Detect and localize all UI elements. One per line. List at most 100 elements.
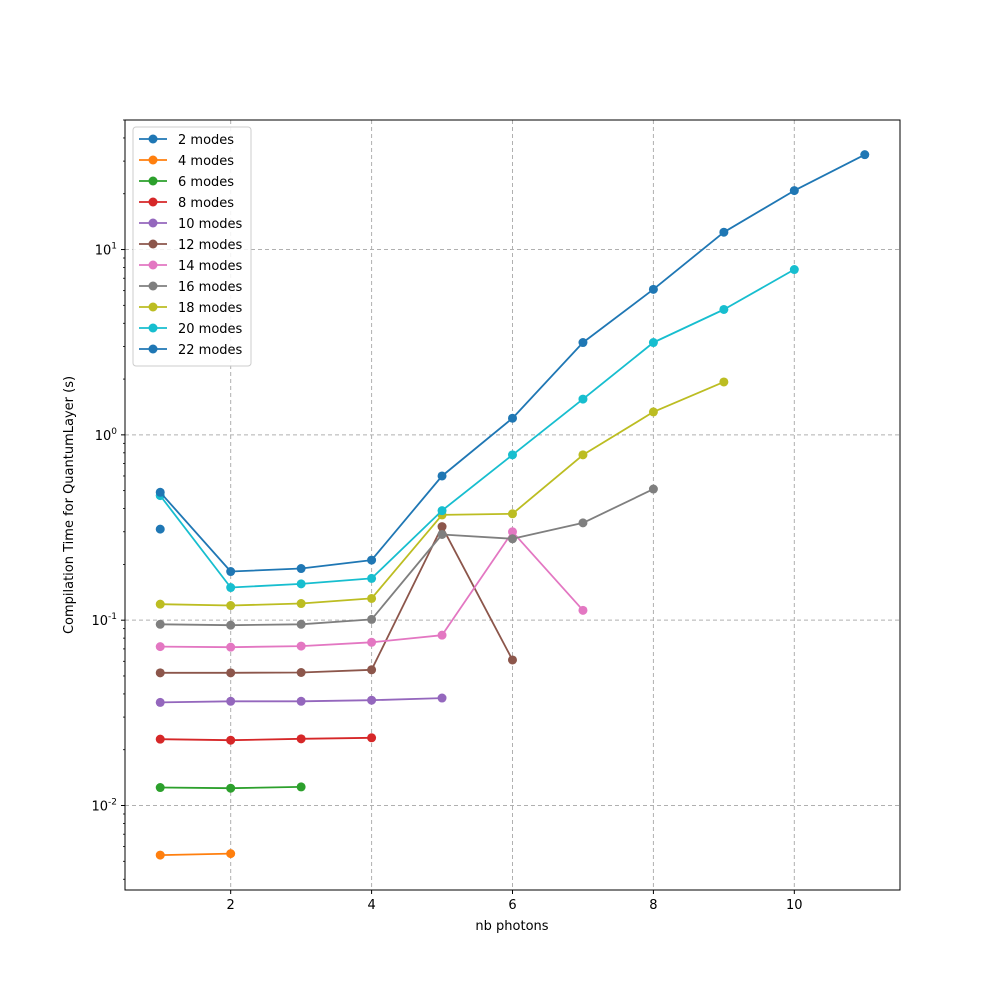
data-point-22-modes (789, 186, 799, 196)
data-point-6-modes (226, 783, 236, 793)
legend-label: 6 modes (178, 175, 234, 190)
data-point-22-modes (508, 413, 517, 423)
legend-item: 2 modes (139, 133, 234, 148)
data-point-2-modes (155, 524, 165, 534)
legend-label: 20 modes (178, 322, 243, 337)
legend-item: 10 modes (139, 217, 243, 232)
data-point-22-modes (367, 555, 377, 565)
x-tick-label: 8 (649, 898, 657, 913)
data-point-22-modes (648, 284, 658, 294)
data-point-20-modes (508, 450, 517, 460)
data-point-22-modes (296, 564, 306, 574)
legend: 2 modes 4 modes 6 modes 8 modes 10 modes 12 m… (132, 126, 252, 367)
x-tick-label: 6 (508, 898, 516, 913)
x-tick-label: 10 (786, 898, 803, 913)
series-line-12-modes (160, 525, 514, 674)
legend-label: 8 modes (178, 196, 234, 211)
data-point-20-modes (648, 338, 658, 348)
series-10-modes (155, 693, 447, 707)
data-point-16-modes (226, 620, 236, 630)
data-point-16-modes (508, 534, 517, 544)
data-point-18-modes (578, 450, 588, 460)
data-point-16-modes (296, 619, 306, 629)
data-point-20-modes (578, 394, 588, 404)
series-22-modes (155, 150, 870, 577)
legend-marker (148, 176, 158, 186)
data-point-16-modes (437, 529, 447, 539)
legend-label: 14 modes (178, 259, 243, 274)
data-point-6-modes (155, 783, 165, 793)
data-point-12-modes (226, 668, 236, 678)
legend-item: 8 modes (139, 196, 234, 211)
y-tick-label: 10-2 (91, 798, 117, 815)
data-point-14-modes (155, 642, 165, 652)
data-point-16-modes (578, 518, 588, 528)
data-point-20-modes (296, 579, 306, 589)
data-point-22-modes (578, 338, 588, 348)
data-point-18-modes (648, 407, 658, 417)
data-point-16-modes (367, 614, 377, 624)
legend-label: 22 modes (178, 343, 243, 358)
data-point-20-modes (437, 506, 447, 516)
data-point-14-modes (508, 527, 517, 537)
x-tick-label: 4 (367, 898, 375, 913)
legend-marker (148, 155, 158, 165)
data-point-22-modes (437, 471, 447, 481)
legend-label: 2 modes (178, 133, 234, 148)
series-6-modes (155, 782, 306, 793)
legend-label: 12 modes (178, 238, 243, 253)
data-point-6-modes (296, 782, 306, 792)
data-point-12-modes (367, 665, 377, 675)
data-point-22-modes (719, 227, 729, 237)
data-point-8-modes (367, 733, 377, 743)
x-tick-label: 2 (227, 898, 235, 913)
data-point-12-modes (296, 668, 306, 678)
data-point-10-modes (367, 695, 377, 705)
data-point-22-modes (155, 487, 165, 497)
series-8-modes (155, 733, 377, 745)
data-point-18-modes (155, 599, 165, 609)
y-tick-label: 101 (95, 242, 117, 259)
legend-marker (148, 197, 158, 207)
data-point-10-modes (437, 693, 447, 703)
legend-item: 16 modes (139, 280, 243, 295)
legend-item: 22 modes (139, 343, 243, 358)
data-point-10-modes (296, 696, 306, 706)
x-axis: 2 4 6 8 10 (227, 890, 803, 913)
data-point-20-modes (789, 265, 799, 275)
legend-label: 18 modes (178, 301, 243, 316)
series-line-4-modes (160, 852, 231, 856)
series-line-16-modes (160, 488, 654, 627)
data-point-18-modes (367, 593, 377, 603)
series-2-modes (155, 524, 165, 534)
series-12-modes (155, 522, 517, 678)
data-point-18-modes (296, 599, 306, 609)
data-point-8-modes (155, 734, 165, 744)
legend-marker (148, 218, 158, 228)
legend-marker (148, 239, 158, 249)
legend-marker (148, 323, 158, 333)
data-point-4-modes (226, 849, 236, 859)
series-line-8-modes (160, 736, 372, 742)
data-point-10-modes (226, 696, 236, 706)
legend-label: 4 modes (178, 154, 234, 169)
y-tick-label: 10-1 (91, 612, 117, 629)
data-point-18-modes (508, 509, 517, 519)
series-14-modes (155, 527, 588, 652)
data-point-20-modes (367, 573, 377, 583)
data-point-14-modes (367, 637, 377, 647)
legend-item: 12 modes (139, 238, 243, 253)
data-point-22-modes (860, 150, 870, 160)
legend-item: 6 modes (139, 175, 234, 190)
data-point-16-modes (155, 619, 165, 629)
y-axis-label: Compilation Time for QuantumLayer (s) (62, 376, 77, 634)
data-point-22-modes (226, 567, 236, 577)
data-point-20-modes (226, 583, 236, 593)
data-point-12-modes (155, 668, 165, 678)
data-point-14-modes (578, 605, 588, 615)
legend-item: 14 modes (139, 259, 243, 274)
legend-marker (148, 344, 158, 354)
data-point-12-modes (508, 655, 517, 665)
data-point-14-modes (226, 642, 236, 652)
